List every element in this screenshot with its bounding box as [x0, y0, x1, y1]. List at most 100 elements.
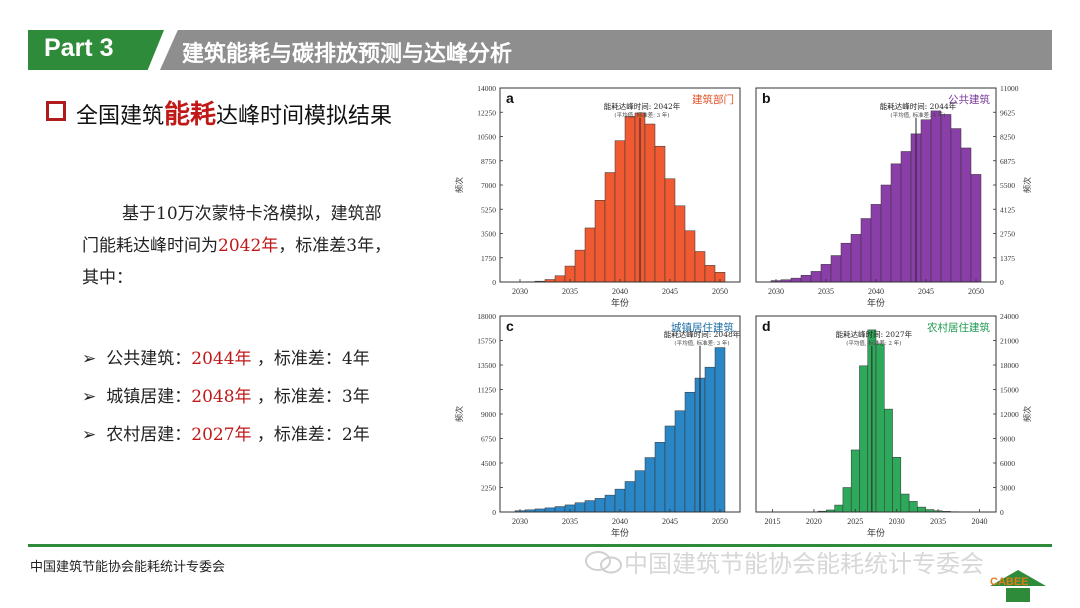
chart-c-y-tick-label: 0 — [492, 508, 496, 517]
chart-c-annotation-line1: 能耗达峰时间: 2048年 — [664, 329, 741, 339]
footer-organization: 中国建筑节能协会能耗统计专委会 — [30, 560, 226, 575]
section-subtitle: 全国建筑能耗达峰时间模拟结果 — [46, 94, 392, 131]
chart-a-x-tick-label: 2050 — [712, 287, 728, 296]
chart-a-bar — [664, 178, 676, 283]
chart-a-y-tick-label: 14000 — [477, 84, 496, 93]
chart-d-annotation-line2: (平均值, 标准差: 2 年) — [846, 339, 901, 347]
chart-a-bar — [654, 145, 666, 283]
chart-a-bar — [574, 249, 586, 283]
chart-b-annotation-line2: (平均值, 标准差: 4 年) — [890, 111, 945, 119]
chart-d-y-tick-label: 3000 — [1000, 484, 1015, 493]
paragraph-line-3: 其中： — [82, 268, 133, 288]
chart-d-y-tick-label: 18000 — [1000, 361, 1019, 370]
chart-c-y-tick-label: 11250 — [478, 386, 497, 395]
chart-c-x-tick-label: 2030 — [512, 517, 528, 526]
chart-a-series-title: 建筑部门 — [692, 93, 734, 106]
chart-a-x-tick-label: 2045 — [662, 287, 678, 296]
subtitle-suffix: 达峰时间模拟结果 — [216, 104, 393, 129]
chart-d-bar — [892, 457, 902, 513]
summary-paragraph: 基于10万次蒙特卡洛模拟，建筑部 门能耗达峰时间为2042年，标准差3年， 其中… — [82, 198, 442, 294]
chart-b-series-title: 公共建筑 — [948, 93, 990, 106]
arrow-bullet-icon: ➢ — [82, 425, 97, 445]
chart-b-bar — [920, 119, 932, 283]
chart-d-x-tick-label: 2020 — [806, 517, 822, 526]
chart-c-bar — [644, 457, 656, 513]
chart-c-y-tick-label: 6750 — [481, 435, 496, 444]
wechat-icon — [585, 551, 622, 574]
chart-b-y-tick-label: 5500 — [1000, 181, 1015, 190]
chart-b-bar — [850, 234, 862, 283]
chart-a-y-tick-label: 7000 — [481, 181, 496, 190]
chart-b-y-tick-label: 4125 — [1000, 205, 1015, 214]
chart-d-y-tick-label: 15000 — [1000, 386, 1019, 395]
chart-b-xlabel: 年份 — [867, 297, 885, 309]
chart-b-annotation-line1: 能耗达峰时间: 2044年 — [880, 101, 957, 111]
chart-c-series-title: 城镇居住建筑 — [671, 321, 734, 334]
chart-c-y-tick-label: 15750 — [477, 337, 496, 346]
bullet-sd: ，标准差：3年 — [251, 387, 370, 407]
chart-b-y-tick-label: 9625 — [1000, 108, 1015, 117]
chart-a-bar — [704, 265, 716, 283]
arrow-bullet-icon: ➢ — [82, 349, 97, 369]
chart-a-y-tick-label: 3500 — [481, 230, 496, 239]
chart-c-annotation-line2: (平均值, 标准差: 3 年) — [674, 339, 729, 347]
paragraph-line-2: 门能耗达峰时间为2042年，标准差3年， — [82, 230, 442, 262]
chart-b-y-tick-label: 2750 — [1000, 230, 1015, 239]
chart-a-x-tick-label: 2030 — [512, 287, 528, 296]
part-label: Part 3 — [44, 34, 114, 62]
chart-a-bar — [604, 172, 616, 283]
chart-d-bar — [842, 487, 852, 513]
chart-a-x-tick-label: 2040 — [612, 287, 628, 296]
chart-b-x-tick-label: 2035 — [818, 287, 834, 296]
chart-c-bar — [544, 507, 556, 513]
chart-b-bar — [840, 242, 852, 283]
bullet-label: 城镇居建： — [106, 387, 192, 407]
chart-d-panel-letter: d — [762, 318, 771, 334]
chart-a-y-tick-label: 0 — [492, 278, 496, 287]
chart-a-bar — [614, 140, 626, 283]
chart-b-x-tick-label: 2050 — [968, 287, 984, 296]
chart-d-x-tick-label: 2035 — [930, 517, 946, 526]
chart-a-bar — [584, 227, 596, 283]
chart-c-bar — [654, 442, 666, 513]
chart-d-bar — [834, 504, 844, 513]
chart-c-bar — [674, 410, 686, 513]
chart-b-bar — [930, 110, 942, 283]
chart-d-bar — [859, 365, 868, 513]
chart-c-y-tick-label: 2250 — [481, 484, 496, 493]
chart-c-bar — [594, 498, 606, 513]
chart-b-y-tick-label: 6875 — [1000, 157, 1015, 166]
chart-b-bar — [810, 271, 822, 283]
chart-c-bar — [634, 470, 646, 513]
chart-c-x-tick-label: 2050 — [712, 517, 728, 526]
paragraph-line-2-suffix: ，标准差3年， — [278, 236, 392, 256]
subtitle-prefix: 全国建筑 — [76, 104, 165, 129]
chart-b-bar — [900, 151, 912, 283]
page-title: 建筑能耗与碳排放预测与达峰分析 — [182, 42, 513, 67]
chart-d-xlabel: 年份 — [867, 527, 885, 539]
chart-d-y-tick-label: 24000 — [1000, 312, 1019, 321]
chart-c-bar — [584, 500, 596, 513]
arrow-bullet-icon: ➢ — [82, 387, 97, 407]
chart-c-bar — [664, 425, 676, 513]
chart-a-bar — [694, 251, 706, 283]
chart-a-bar — [644, 123, 656, 283]
chart-d-bar — [884, 408, 893, 513]
cabee-logo — [990, 570, 1046, 602]
chart-b-x-tick-label: 2045 — [918, 287, 934, 296]
chart-a-panel-letter: a — [506, 90, 514, 106]
chart-d-bar — [900, 493, 910, 513]
chart-a-bar — [624, 116, 636, 283]
chart-b-bar — [870, 204, 882, 283]
chart-b-y-tick-label: 11000 — [1000, 84, 1019, 93]
chart-c-x-tick-label: 2040 — [612, 517, 628, 526]
chart-d-bar — [908, 501, 918, 513]
chart-c-bar — [574, 502, 586, 513]
chart-a-x-tick-label: 2035 — [562, 287, 578, 296]
chart-a-annotation-line1: 能耗达峰时间: 2042年 — [604, 101, 681, 111]
chart-c-y-tick-label: 18000 — [477, 312, 496, 321]
footer-divider — [28, 544, 1052, 547]
chart-a-y-tick-label: 5250 — [481, 205, 496, 214]
chart-d-y-tick-label: 12000 — [1000, 410, 1019, 419]
chart-b-bar — [790, 277, 802, 283]
